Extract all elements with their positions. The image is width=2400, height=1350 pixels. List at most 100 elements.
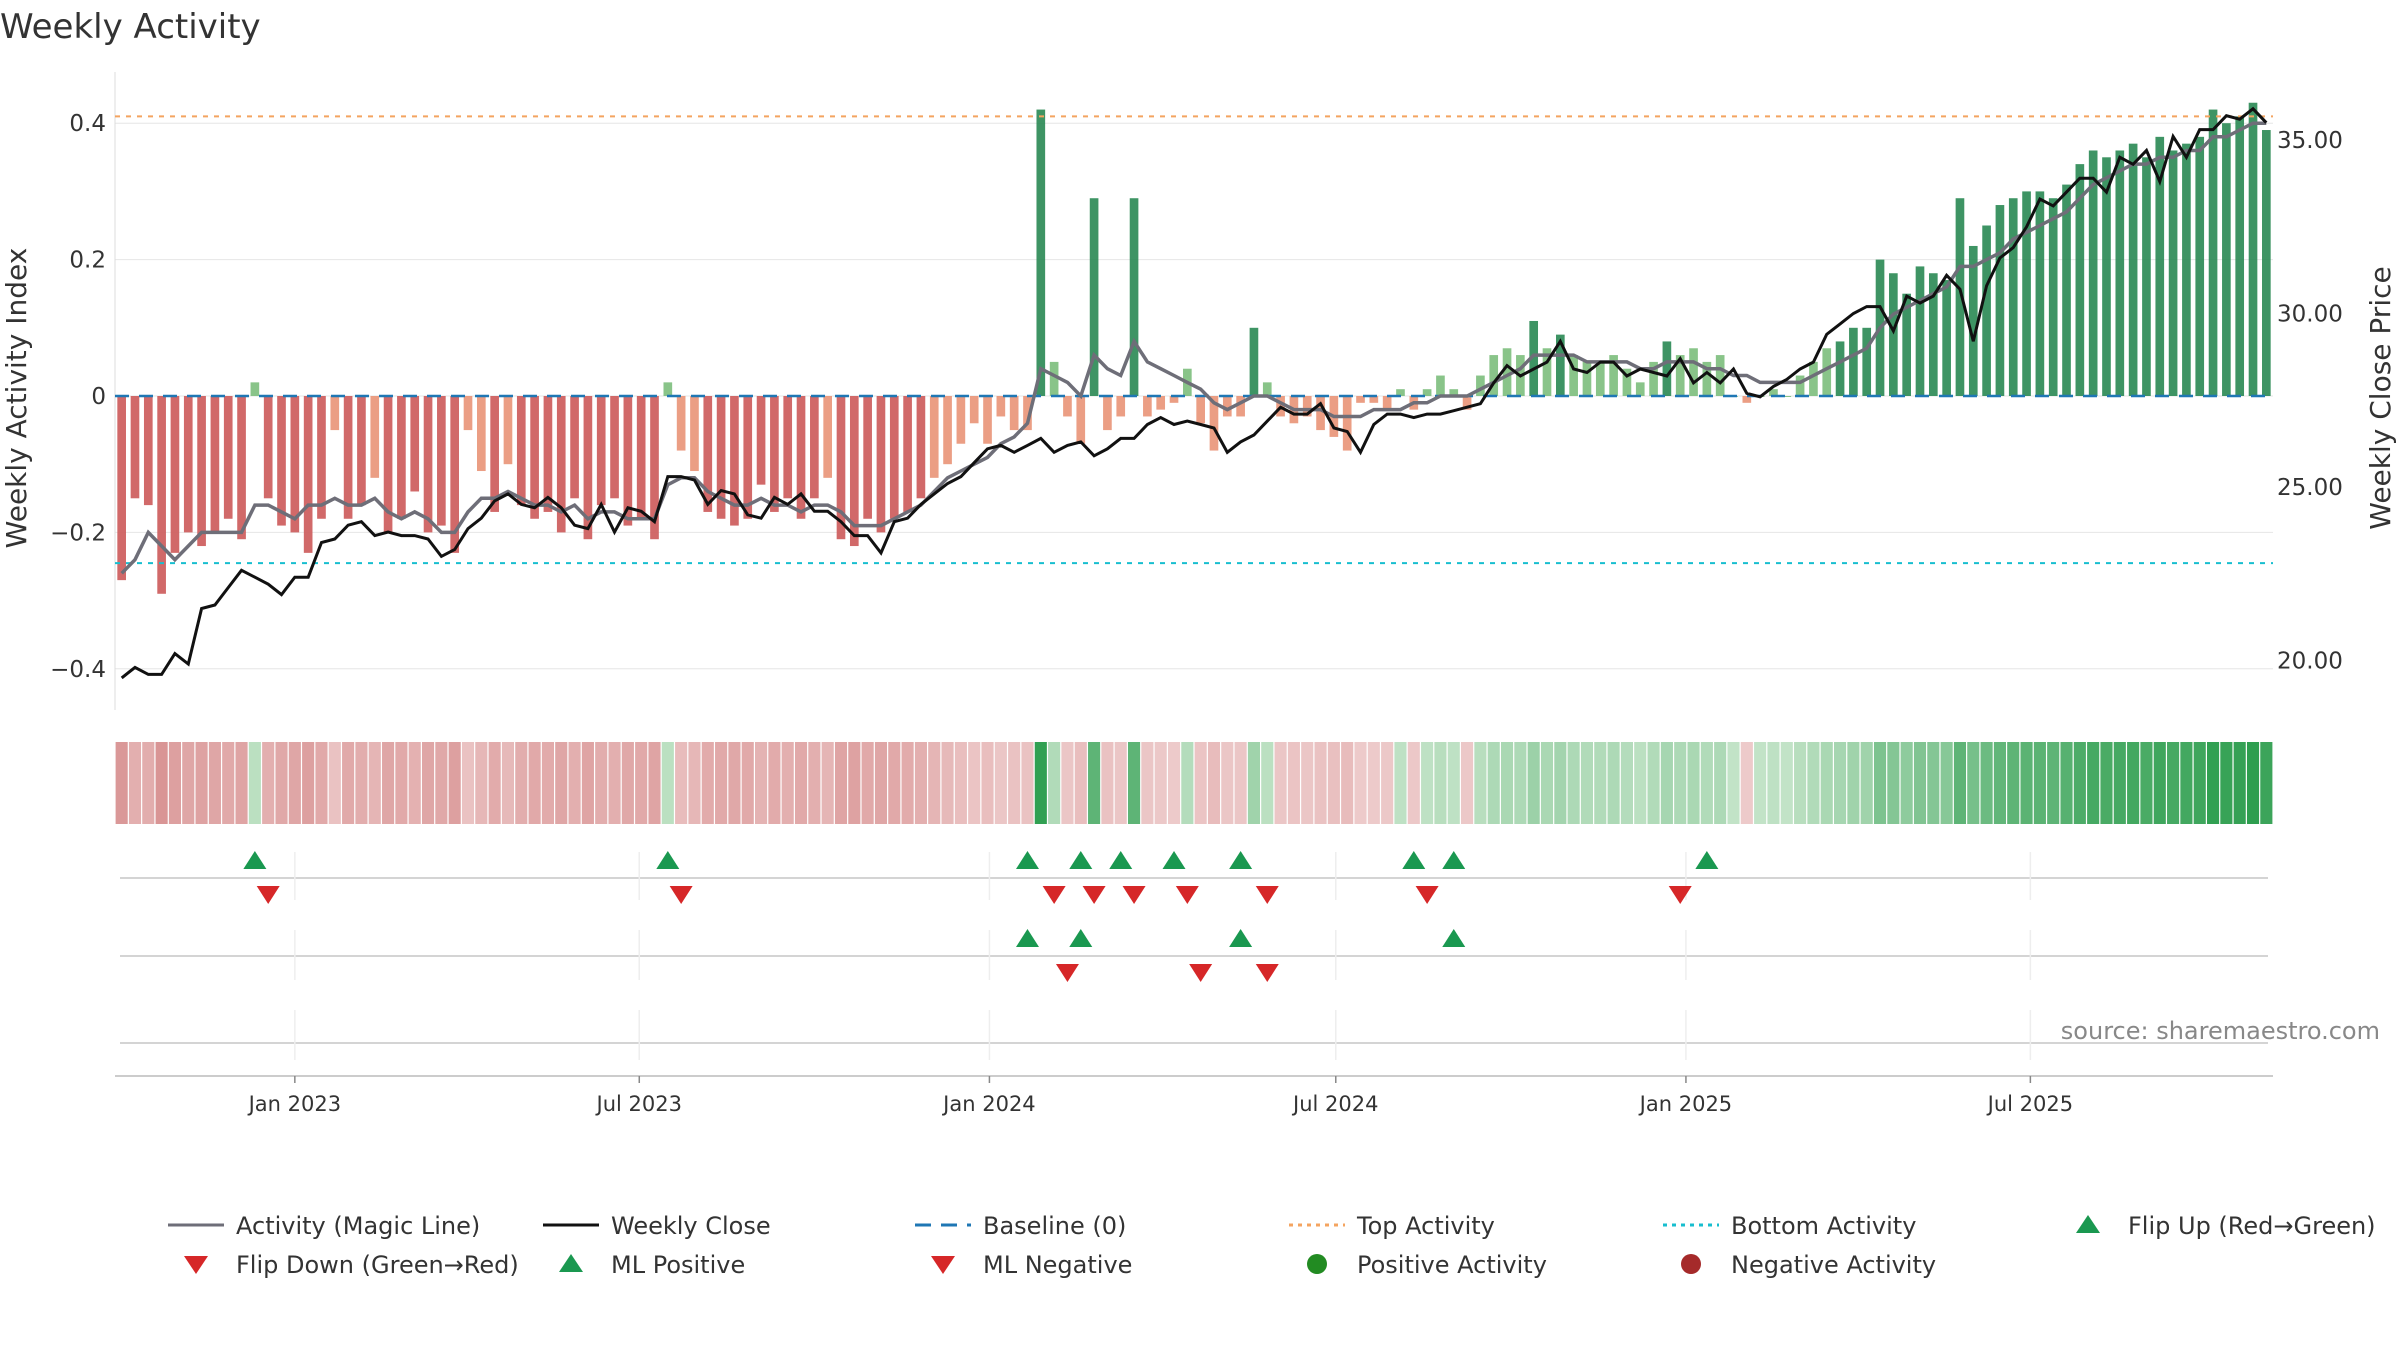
heat-cell <box>1474 742 1487 824</box>
ml-positive-marker <box>1015 929 1039 947</box>
heat-cell <box>541 742 554 824</box>
activity-bar <box>916 396 926 499</box>
activity-bar <box>263 396 273 499</box>
heat-cell <box>914 742 927 824</box>
activity-bar <box>1569 355 1578 396</box>
activity-bar <box>1342 396 1352 451</box>
heat-cell <box>448 742 461 824</box>
weekly-close-line <box>120 106 2268 680</box>
activity-bar <box>210 396 220 533</box>
activity-bar <box>2142 157 2151 396</box>
activity-bar <box>996 396 1006 417</box>
activity-bar <box>1622 368 1632 396</box>
heat-cell <box>528 742 541 824</box>
activity-bar <box>716 396 726 519</box>
activity-bar <box>1715 355 1725 396</box>
flip-up-marker <box>1695 851 1719 869</box>
heat-cell <box>2033 742 2046 824</box>
heat-cell <box>981 742 994 824</box>
activity-bar <box>1382 396 1392 410</box>
heat-cell <box>235 742 248 824</box>
activity-bar <box>943 396 952 465</box>
heat-cell <box>222 742 235 824</box>
heat-cell <box>1381 742 1394 824</box>
activity-bar <box>303 396 313 553</box>
flip-down-marker <box>1082 886 1106 904</box>
heat-cell <box>501 742 515 824</box>
heat-cell <box>2193 742 2206 824</box>
activity-bar <box>2155 136 2165 396</box>
activity-bar <box>1742 396 1752 403</box>
heat-cell <box>342 742 355 824</box>
heat-cell <box>2206 742 2220 824</box>
grid <box>114 72 2273 710</box>
y-tick-left: −0.2 <box>50 520 106 546</box>
heat-cell <box>475 742 488 824</box>
heat-cell <box>1327 742 1340 824</box>
activity-bar <box>1782 396 1792 397</box>
activity-bar <box>2088 150 2098 396</box>
heat-cell <box>1540 742 1554 824</box>
x-tick-label: Jul 2023 <box>595 1092 682 1116</box>
flip-up-marker <box>1109 851 1133 869</box>
activity-bar <box>117 396 126 581</box>
heat-cell <box>595 742 608 824</box>
flip-up-marker <box>1015 851 1039 869</box>
activity-bar <box>1063 396 1072 417</box>
activity-bar <box>636 396 646 519</box>
heat-cell <box>435 742 448 824</box>
flip-down-marker <box>669 886 693 904</box>
heat-cell <box>1367 742 1380 824</box>
activity-bar <box>983 396 992 444</box>
activity-bar <box>1809 361 1818 396</box>
heat-cell <box>1394 742 1407 824</box>
activity-bar <box>2048 198 2058 396</box>
activity-bar <box>1902 293 1912 396</box>
heat-cell <box>1873 742 1887 824</box>
activity-bar <box>1968 245 1978 396</box>
heat-cell <box>888 742 901 824</box>
heat-cell <box>1221 742 1234 824</box>
heat-cell <box>2180 742 2193 824</box>
heat-cell <box>288 742 301 824</box>
heat-cell <box>1620 742 1633 824</box>
y-tick-right: 25.00 <box>2277 475 2343 501</box>
heat-cell <box>1341 742 1354 824</box>
activity-bar <box>823 396 833 478</box>
activity-bar <box>1156 396 1166 410</box>
legend-swatch <box>2076 1215 2100 1233</box>
heat-cell <box>195 742 208 824</box>
heat-cell <box>794 742 808 824</box>
activity-bar <box>1422 389 1432 396</box>
heat-cell <box>608 742 621 824</box>
activity-bar <box>463 396 473 431</box>
heat-cell <box>861 742 874 824</box>
flip-up-marker <box>243 851 267 869</box>
x-tick-label: Jul 2024 <box>1291 1092 1378 1116</box>
activity-bar <box>783 396 793 499</box>
activity-bar <box>2182 143 2191 396</box>
heat-cell <box>1634 742 1647 824</box>
activity-bar <box>1955 198 1965 396</box>
y-axis-left-ticks: 0.4 0.2 0 −0.2 −0.4 <box>50 111 106 683</box>
heat-cell <box>1700 742 1713 824</box>
activity-bar <box>743 396 753 519</box>
activity-bar <box>903 396 912 512</box>
activity-bar <box>1942 280 1951 396</box>
heat-cell <box>2060 742 2073 824</box>
activity-bar <box>383 396 393 533</box>
activity-bar <box>1795 375 1805 396</box>
y-axis-right-ticks: 35.00 30.00 25.00 20.00 <box>2277 128 2343 675</box>
activity-bar <box>1076 396 1086 444</box>
activity-bar <box>437 396 446 526</box>
activity-bar <box>1928 273 1938 396</box>
activity-bar <box>849 396 859 547</box>
activity-bar <box>2248 102 2258 397</box>
y-tick-left: −0.4 <box>50 657 106 683</box>
activity-bar <box>1089 198 1099 396</box>
heat-cell <box>1580 742 1594 824</box>
y-tick-right: 20.00 <box>2277 649 2343 675</box>
heat-cell <box>302 742 315 824</box>
activity-bar <box>1849 327 1858 396</box>
legend-swatch <box>184 1256 208 1274</box>
